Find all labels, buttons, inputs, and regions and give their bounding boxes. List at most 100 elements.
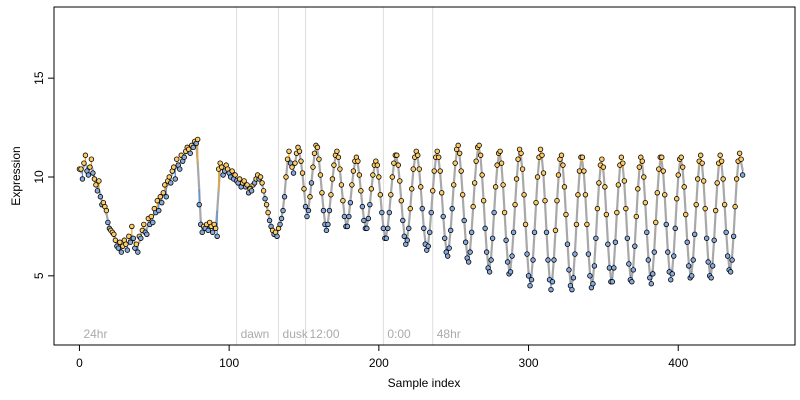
data-point bbox=[686, 263, 692, 269]
data-point bbox=[162, 182, 168, 188]
data-point bbox=[585, 251, 592, 257]
region-label: 24hr bbox=[83, 327, 107, 341]
trend-line bbox=[320, 191, 325, 211]
trend-line bbox=[368, 188, 373, 206]
data-point bbox=[711, 237, 717, 243]
trend-line bbox=[663, 195, 668, 225]
data-point bbox=[681, 184, 687, 190]
data-point bbox=[385, 225, 391, 232]
data-point bbox=[439, 190, 445, 196]
data-point bbox=[525, 273, 532, 279]
data-point bbox=[305, 207, 312, 214]
data-point bbox=[325, 221, 331, 228]
data-point bbox=[349, 182, 355, 188]
data-point bbox=[386, 209, 393, 216]
data-point bbox=[218, 164, 225, 170]
trend-line bbox=[349, 185, 353, 203]
data-point bbox=[445, 253, 451, 259]
trend-line bbox=[524, 223, 529, 253]
data-point bbox=[629, 279, 635, 285]
data-point bbox=[159, 199, 165, 206]
data-point bbox=[356, 172, 363, 178]
data-point bbox=[549, 279, 556, 285]
trend-line bbox=[644, 202, 648, 233]
data-point bbox=[298, 158, 304, 164]
region-dividers bbox=[236, 7, 434, 345]
trend-line bbox=[654, 193, 659, 224]
trend-line bbox=[683, 188, 687, 216]
trend-line bbox=[460, 171, 464, 197]
data-point bbox=[281, 194, 288, 200]
data-point bbox=[124, 247, 131, 253]
data-point bbox=[400, 217, 406, 224]
data-point bbox=[563, 211, 569, 218]
trend-line bbox=[388, 193, 392, 214]
data-point bbox=[723, 229, 729, 236]
data-point bbox=[397, 178, 403, 184]
data-point bbox=[195, 136, 201, 143]
data-point bbox=[545, 257, 551, 263]
data-point bbox=[564, 241, 571, 247]
data-point bbox=[534, 174, 541, 180]
trend-line bbox=[430, 190, 434, 214]
data-point bbox=[662, 192, 668, 198]
data-points bbox=[76, 136, 746, 293]
data-point bbox=[406, 225, 412, 232]
x-tick-label: 400 bbox=[668, 356, 688, 370]
trend-line bbox=[633, 216, 638, 246]
data-point bbox=[570, 275, 577, 281]
data-point bbox=[551, 257, 557, 263]
data-point bbox=[88, 156, 95, 162]
trend-line bbox=[531, 230, 536, 259]
data-point bbox=[442, 235, 448, 241]
data-point bbox=[654, 190, 660, 196]
data-point bbox=[581, 168, 587, 174]
data-point bbox=[554, 198, 560, 204]
data-point bbox=[257, 174, 264, 180]
data-point bbox=[123, 241, 129, 247]
region-label: 12:00 bbox=[309, 327, 339, 341]
trend-line bbox=[379, 193, 383, 214]
trend-line bbox=[409, 187, 413, 210]
data-point bbox=[548, 286, 554, 293]
data-point bbox=[428, 209, 434, 216]
data-point bbox=[569, 286, 575, 293]
data-point bbox=[724, 253, 731, 259]
data-point bbox=[447, 227, 454, 234]
data-point bbox=[488, 257, 494, 263]
data-point bbox=[410, 166, 416, 172]
trend-line bbox=[552, 229, 557, 259]
data-point bbox=[150, 219, 156, 226]
trend-line bbox=[543, 200, 548, 233]
data-point bbox=[361, 217, 367, 224]
trend-line bbox=[704, 208, 708, 238]
data-point bbox=[626, 261, 632, 267]
data-point bbox=[651, 249, 657, 255]
trend-line bbox=[407, 207, 412, 227]
trend-line bbox=[605, 214, 609, 244]
data-point bbox=[370, 172, 376, 178]
data-point bbox=[425, 243, 431, 249]
data-point bbox=[326, 207, 333, 214]
trend-line bbox=[216, 188, 220, 213]
data-point bbox=[579, 154, 586, 160]
data-point bbox=[642, 199, 649, 206]
data-point bbox=[127, 239, 134, 245]
data-point bbox=[468, 229, 475, 236]
trend-line bbox=[702, 183, 707, 211]
data-point bbox=[648, 281, 654, 287]
data-point bbox=[632, 243, 638, 249]
trend-line bbox=[593, 236, 598, 264]
data-point bbox=[668, 277, 674, 283]
data-point bbox=[689, 273, 695, 279]
data-point bbox=[476, 142, 482, 149]
data-point bbox=[542, 198, 548, 204]
data-point bbox=[416, 166, 422, 172]
data-point bbox=[103, 207, 110, 214]
data-point bbox=[328, 192, 334, 198]
data-point bbox=[82, 152, 89, 158]
region-label: 0:00 bbox=[387, 327, 411, 341]
data-point bbox=[530, 257, 536, 263]
data-point bbox=[503, 237, 509, 243]
y-axis-title: Expression bbox=[9, 146, 23, 205]
